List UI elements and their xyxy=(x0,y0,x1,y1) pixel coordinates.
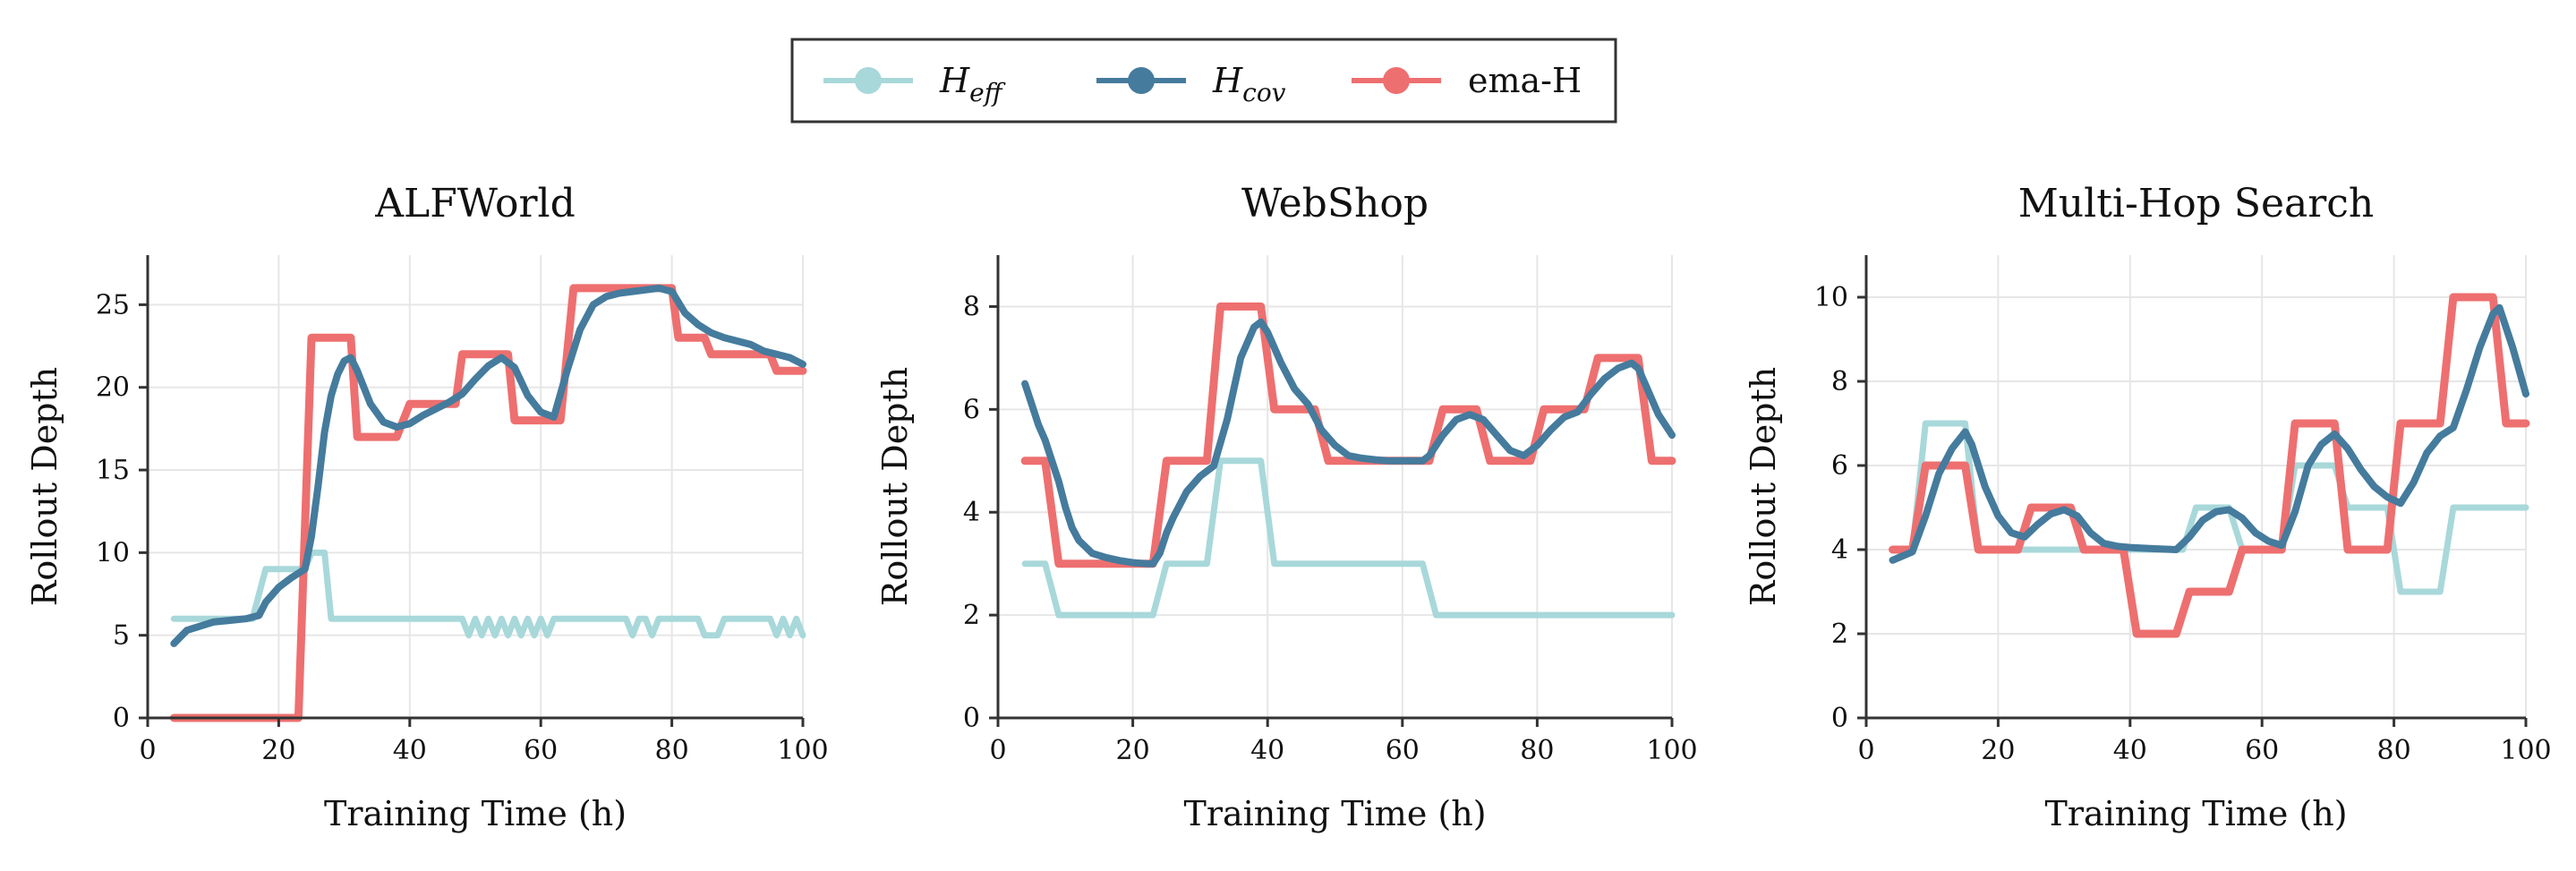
panel-0: 0 20 40 60 80 100 0 5 10 15 20 25 ALFWorld Training T… xyxy=(25,181,829,833)
x-tick-label: 40 xyxy=(393,735,427,766)
y-tick-label: 2 xyxy=(1831,619,1848,650)
x-tick-label: 80 xyxy=(655,735,689,766)
x-tick-label: 60 xyxy=(2245,735,2279,766)
legend-label-h_cov: Hcov xyxy=(1212,61,1286,107)
x-tick-label: 40 xyxy=(2113,735,2147,766)
y-tick-label: 5 xyxy=(113,620,130,652)
legend-box xyxy=(790,38,1617,124)
x-tick-label: 80 xyxy=(1520,735,1554,766)
x-tick-label: 100 xyxy=(777,735,828,766)
y-tick-label: 15 xyxy=(96,455,130,486)
y-tick-label: 0 xyxy=(963,703,980,734)
panel-title: Multi-Hop Search xyxy=(2018,181,2375,226)
legend: Heff Hcov ema-H xyxy=(790,38,1617,124)
x-tick-label: 80 xyxy=(2377,735,2411,766)
y-tick-label: 4 xyxy=(1831,534,1848,566)
y-tick-label: 10 xyxy=(96,537,130,568)
legend-label-sub: eff xyxy=(969,78,1006,107)
y-tick-label: 4 xyxy=(963,497,980,528)
x-axis-label: Training Time (h) xyxy=(324,794,627,833)
x-tick-label: 60 xyxy=(524,735,558,766)
y-tick-label: 8 xyxy=(963,291,980,322)
legend-label-h_eff: Heff xyxy=(939,61,1006,107)
y-axis-label: Rollout Depth xyxy=(875,367,915,607)
legend-marker-h_cov xyxy=(1128,67,1155,94)
x-tick-label: 0 xyxy=(1857,735,1874,766)
series-line-h_eff xyxy=(170,549,806,639)
x-axis-label: Training Time (h) xyxy=(1183,794,1486,833)
y-tick-label: 20 xyxy=(96,372,130,404)
x-tick-label: 20 xyxy=(1981,735,2015,766)
series-line-h_cov xyxy=(170,284,806,647)
y-tick-label: 25 xyxy=(96,289,130,320)
series-line-ema_h xyxy=(1889,293,2530,638)
legend-marker-h_eff xyxy=(855,67,882,94)
y-tick-label: 8 xyxy=(1831,366,1848,397)
legend-label-ema_h: ema-H xyxy=(1468,61,1582,100)
series-line-h_cov xyxy=(1889,303,2529,564)
panel-title: ALFWorld xyxy=(374,181,576,226)
x-tick-label: 0 xyxy=(139,735,156,766)
series-line-ema_h xyxy=(1020,302,1676,568)
legend-label-base: H xyxy=(1212,61,1243,100)
y-tick-label: 6 xyxy=(963,394,980,425)
y-tick-label: 2 xyxy=(963,600,980,631)
series-line-ema_h xyxy=(169,284,807,722)
y-tick-label: 6 xyxy=(1831,450,1848,482)
x-tick-label: 100 xyxy=(1646,735,1697,766)
legend-marker-ema_h xyxy=(1383,67,1410,94)
x-tick-label: 40 xyxy=(1250,735,1284,766)
panel-2: 0 20 40 60 80 100 0 2 4 6 8 10 Multi-Hop Search Train… xyxy=(1744,181,2552,833)
x-axis-label: Training Time (h) xyxy=(2044,794,2347,833)
x-tick-label: 60 xyxy=(1386,735,1420,766)
series-line-h_cov xyxy=(1021,318,1676,568)
x-tick-label: 0 xyxy=(989,735,1006,766)
panel-1: 0 20 40 60 80 100 0 2 4 6 8 WebShop Training Time (h… xyxy=(875,181,1698,833)
series-line-h_eff xyxy=(1021,457,1676,619)
y-tick-label: 10 xyxy=(1814,282,1848,313)
x-tick-label: 100 xyxy=(2500,735,2551,766)
y-tick-label: 0 xyxy=(113,703,130,734)
y-tick-label: 0 xyxy=(1831,703,1848,734)
y-axis-label: Rollout Depth xyxy=(25,367,64,607)
legend-label-sub: cov xyxy=(1242,78,1286,107)
panel-title: WebShop xyxy=(1241,181,1429,226)
y-axis-label: Rollout Depth xyxy=(1744,367,1783,607)
legend-label-base: H xyxy=(939,61,970,100)
x-tick-label: 20 xyxy=(1116,735,1150,766)
x-tick-label: 20 xyxy=(261,735,295,766)
